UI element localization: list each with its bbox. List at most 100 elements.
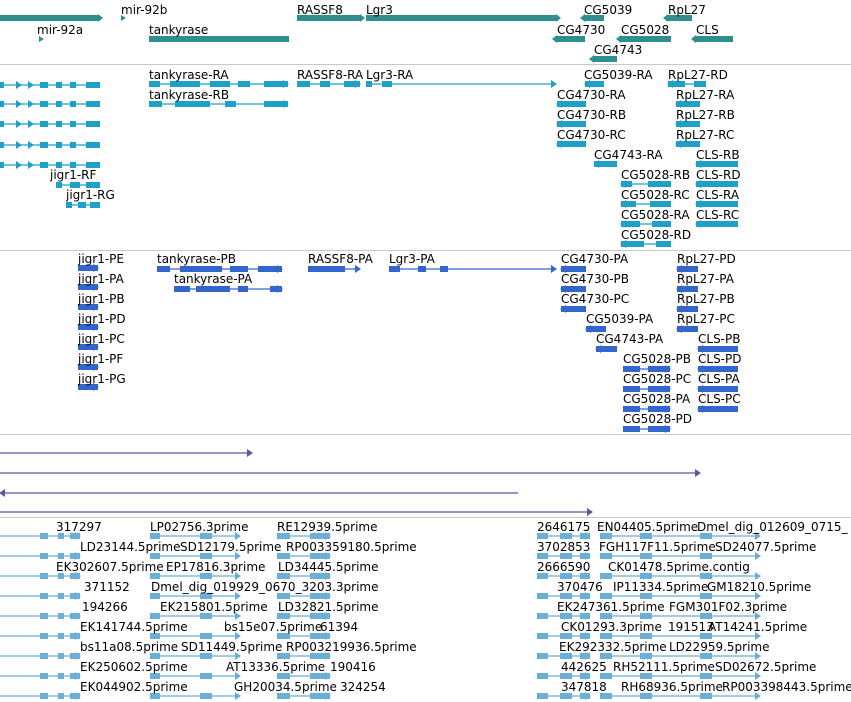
feature-glyph[interactable] <box>675 100 700 108</box>
feature-glyph[interactable] <box>78 383 99 391</box>
feature-glyph[interactable] <box>78 363 99 371</box>
transcript-label[interactable]: CG4730-RA <box>557 88 626 102</box>
protein-label[interactable]: CG4730-PA <box>561 252 629 266</box>
feature-glyph[interactable] <box>537 652 591 660</box>
protein-label[interactable]: CLS-PC <box>698 392 741 406</box>
feature-glyph[interactable] <box>0 121 100 127</box>
feature-glyph[interactable] <box>277 632 331 640</box>
est-label[interactable]: LD22959.5prime <box>669 640 770 654</box>
feature-glyph[interactable] <box>676 305 698 313</box>
feature-glyph[interactable] <box>667 80 706 88</box>
feature-glyph[interactable] <box>0 672 81 680</box>
feature-glyph[interactable] <box>600 572 761 580</box>
feature-glyph[interactable] <box>0 612 81 620</box>
feature-glyph[interactable] <box>595 345 617 353</box>
gene-label[interactable]: mir-92b <box>121 3 168 17</box>
est-label[interactable]: RP003398443.5prime <box>722 680 851 694</box>
feature-glyph[interactable] <box>150 572 241 580</box>
gene-label[interactable]: Lgr3 <box>366 3 393 17</box>
feature-glyph[interactable] <box>691 35 733 43</box>
protein-label[interactable]: Lgr3-PA <box>389 252 435 266</box>
feature-glyph[interactable] <box>149 80 289 88</box>
feature-glyph[interactable] <box>676 325 698 333</box>
feature-glyph[interactable] <box>56 182 100 188</box>
feature-glyph[interactable] <box>537 692 591 700</box>
protein-label[interactable]: jigr1-PD <box>78 312 126 326</box>
est-label[interactable]: 317297 <box>56 520 102 534</box>
feature-glyph[interactable] <box>150 692 241 700</box>
transcript-label[interactable]: RpL27-RD <box>668 68 728 82</box>
est-label[interactable]: EK141744.5prime <box>80 620 188 634</box>
feature-glyph[interactable] <box>537 552 591 560</box>
feature-glyph[interactable] <box>600 552 761 560</box>
est-label[interactable]: EP17816.3prime <box>166 560 266 574</box>
protein-label[interactable]: CLS-PA <box>698 372 740 386</box>
protein-label[interactable]: RpL27-PB <box>677 292 735 306</box>
feature-glyph[interactable] <box>150 612 241 620</box>
protein-label[interactable]: jigr1-PF <box>78 352 124 366</box>
transcript-label[interactable]: RpL27-RB <box>676 108 735 122</box>
est-label[interactable]: Dmel_dig_019929_0670_3203.3prime <box>151 580 379 594</box>
transcript-label[interactable]: CG4730-RC <box>557 128 626 142</box>
transcript-label[interactable]: tankyrase-RB <box>149 88 230 102</box>
est-label[interactable]: 371152 <box>84 580 130 594</box>
est-label[interactable]: 190416 <box>330 660 376 674</box>
feature-glyph[interactable] <box>78 303 99 311</box>
feature-glyph[interactable] <box>78 283 99 291</box>
protein-label[interactable]: CG5028-PB <box>623 352 692 366</box>
feature-glyph[interactable] <box>623 365 671 373</box>
est-label[interactable]: bs15e07.5prime <box>224 620 323 634</box>
transcript-label[interactable]: CG4730-RB <box>557 108 627 122</box>
transcript-label[interactable]: Lgr3-RA <box>366 68 414 82</box>
feature-glyph[interactable] <box>0 692 81 700</box>
est-label[interactable]: RP003219936.5prime <box>286 640 417 654</box>
est-label[interactable]: bs11a08.5prime <box>80 640 179 654</box>
est-label[interactable]: EN04405.5prime <box>597 520 699 534</box>
feature-glyph[interactable] <box>560 265 586 273</box>
feature-glyph[interactable] <box>0 489 518 497</box>
feature-glyph[interactable] <box>552 35 585 43</box>
est-label[interactable]: CK01478.5prime.contig <box>608 560 750 574</box>
feature-glyph[interactable] <box>623 405 671 413</box>
feature-glyph[interactable] <box>537 532 591 540</box>
feature-glyph[interactable] <box>0 572 81 580</box>
est-label[interactable]: FGM301F02.3prime <box>669 600 788 614</box>
transcript-label[interactable]: jigr1-RF <box>50 168 97 182</box>
feature-glyph[interactable] <box>66 202 100 208</box>
feature-glyph[interactable] <box>277 692 331 700</box>
protein-label[interactable]: CLS-PD <box>698 352 742 366</box>
feature-glyph[interactable] <box>556 120 586 128</box>
feature-glyph[interactable] <box>620 240 671 248</box>
transcript-label[interactable]: RpL27-RC <box>676 128 735 142</box>
feature-glyph[interactable] <box>297 80 361 88</box>
est-label[interactable]: EK215801.5prime <box>160 600 268 614</box>
protein-label[interactable]: jigr1-PG <box>78 372 126 386</box>
feature-glyph[interactable] <box>0 632 81 640</box>
feature-glyph[interactable] <box>157 265 283 273</box>
gene-label[interactable]: mir-92a <box>37 23 84 37</box>
est-label[interactable]: SD24077.5prime <box>715 540 817 554</box>
feature-glyph[interactable] <box>663 14 692 22</box>
gene-label[interactable]: CLS <box>696 23 719 37</box>
gene-label[interactable]: tankyrase <box>149 23 209 37</box>
feature-glyph[interactable] <box>623 425 671 433</box>
est-label[interactable]: 442625 <box>561 660 607 674</box>
feature-glyph[interactable] <box>0 592 81 600</box>
feature-glyph[interactable] <box>0 552 81 560</box>
feature-glyph[interactable] <box>585 325 606 333</box>
protein-label[interactable]: CLS-PB <box>698 332 741 346</box>
feature-glyph[interactable] <box>0 449 253 457</box>
transcript-label[interactable]: CG5028-RD <box>621 228 692 242</box>
est-label[interactable]: LD32821.5prime <box>278 600 379 614</box>
est-label[interactable]: EK250602.5prime <box>80 660 188 674</box>
est-label[interactable]: Dmel_dig_012609_0715_ <box>697 520 848 534</box>
feature-glyph[interactable] <box>600 592 761 600</box>
feature-glyph[interactable] <box>697 345 738 353</box>
est-label[interactable]: 347818 <box>561 680 607 694</box>
feature-glyph[interactable] <box>675 140 700 148</box>
feature-glyph[interactable] <box>560 305 586 313</box>
feature-glyph[interactable] <box>676 285 698 293</box>
feature-glyph[interactable] <box>537 632 591 640</box>
feature-glyph[interactable] <box>174 285 283 293</box>
transcript-label[interactable]: CG5028-RC <box>621 188 690 202</box>
